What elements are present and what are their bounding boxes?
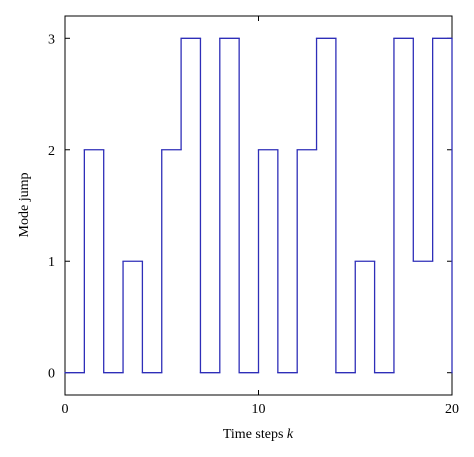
x-label-variable: k <box>287 427 294 442</box>
y-tick-label: 1 <box>48 255 55 270</box>
x-tick-label: 0 <box>62 402 69 417</box>
x-tick-label: 20 <box>445 402 459 417</box>
x-tick-label: 10 <box>252 402 266 417</box>
x-axis-label: Time steps k <box>223 427 294 442</box>
y-tick-label: 3 <box>48 32 55 47</box>
x-label-text: Time steps <box>223 427 284 442</box>
y-axis-label: Mode jump <box>17 173 32 238</box>
y-tick-label: 2 <box>48 144 55 159</box>
y-tick-label: 0 <box>48 367 55 382</box>
